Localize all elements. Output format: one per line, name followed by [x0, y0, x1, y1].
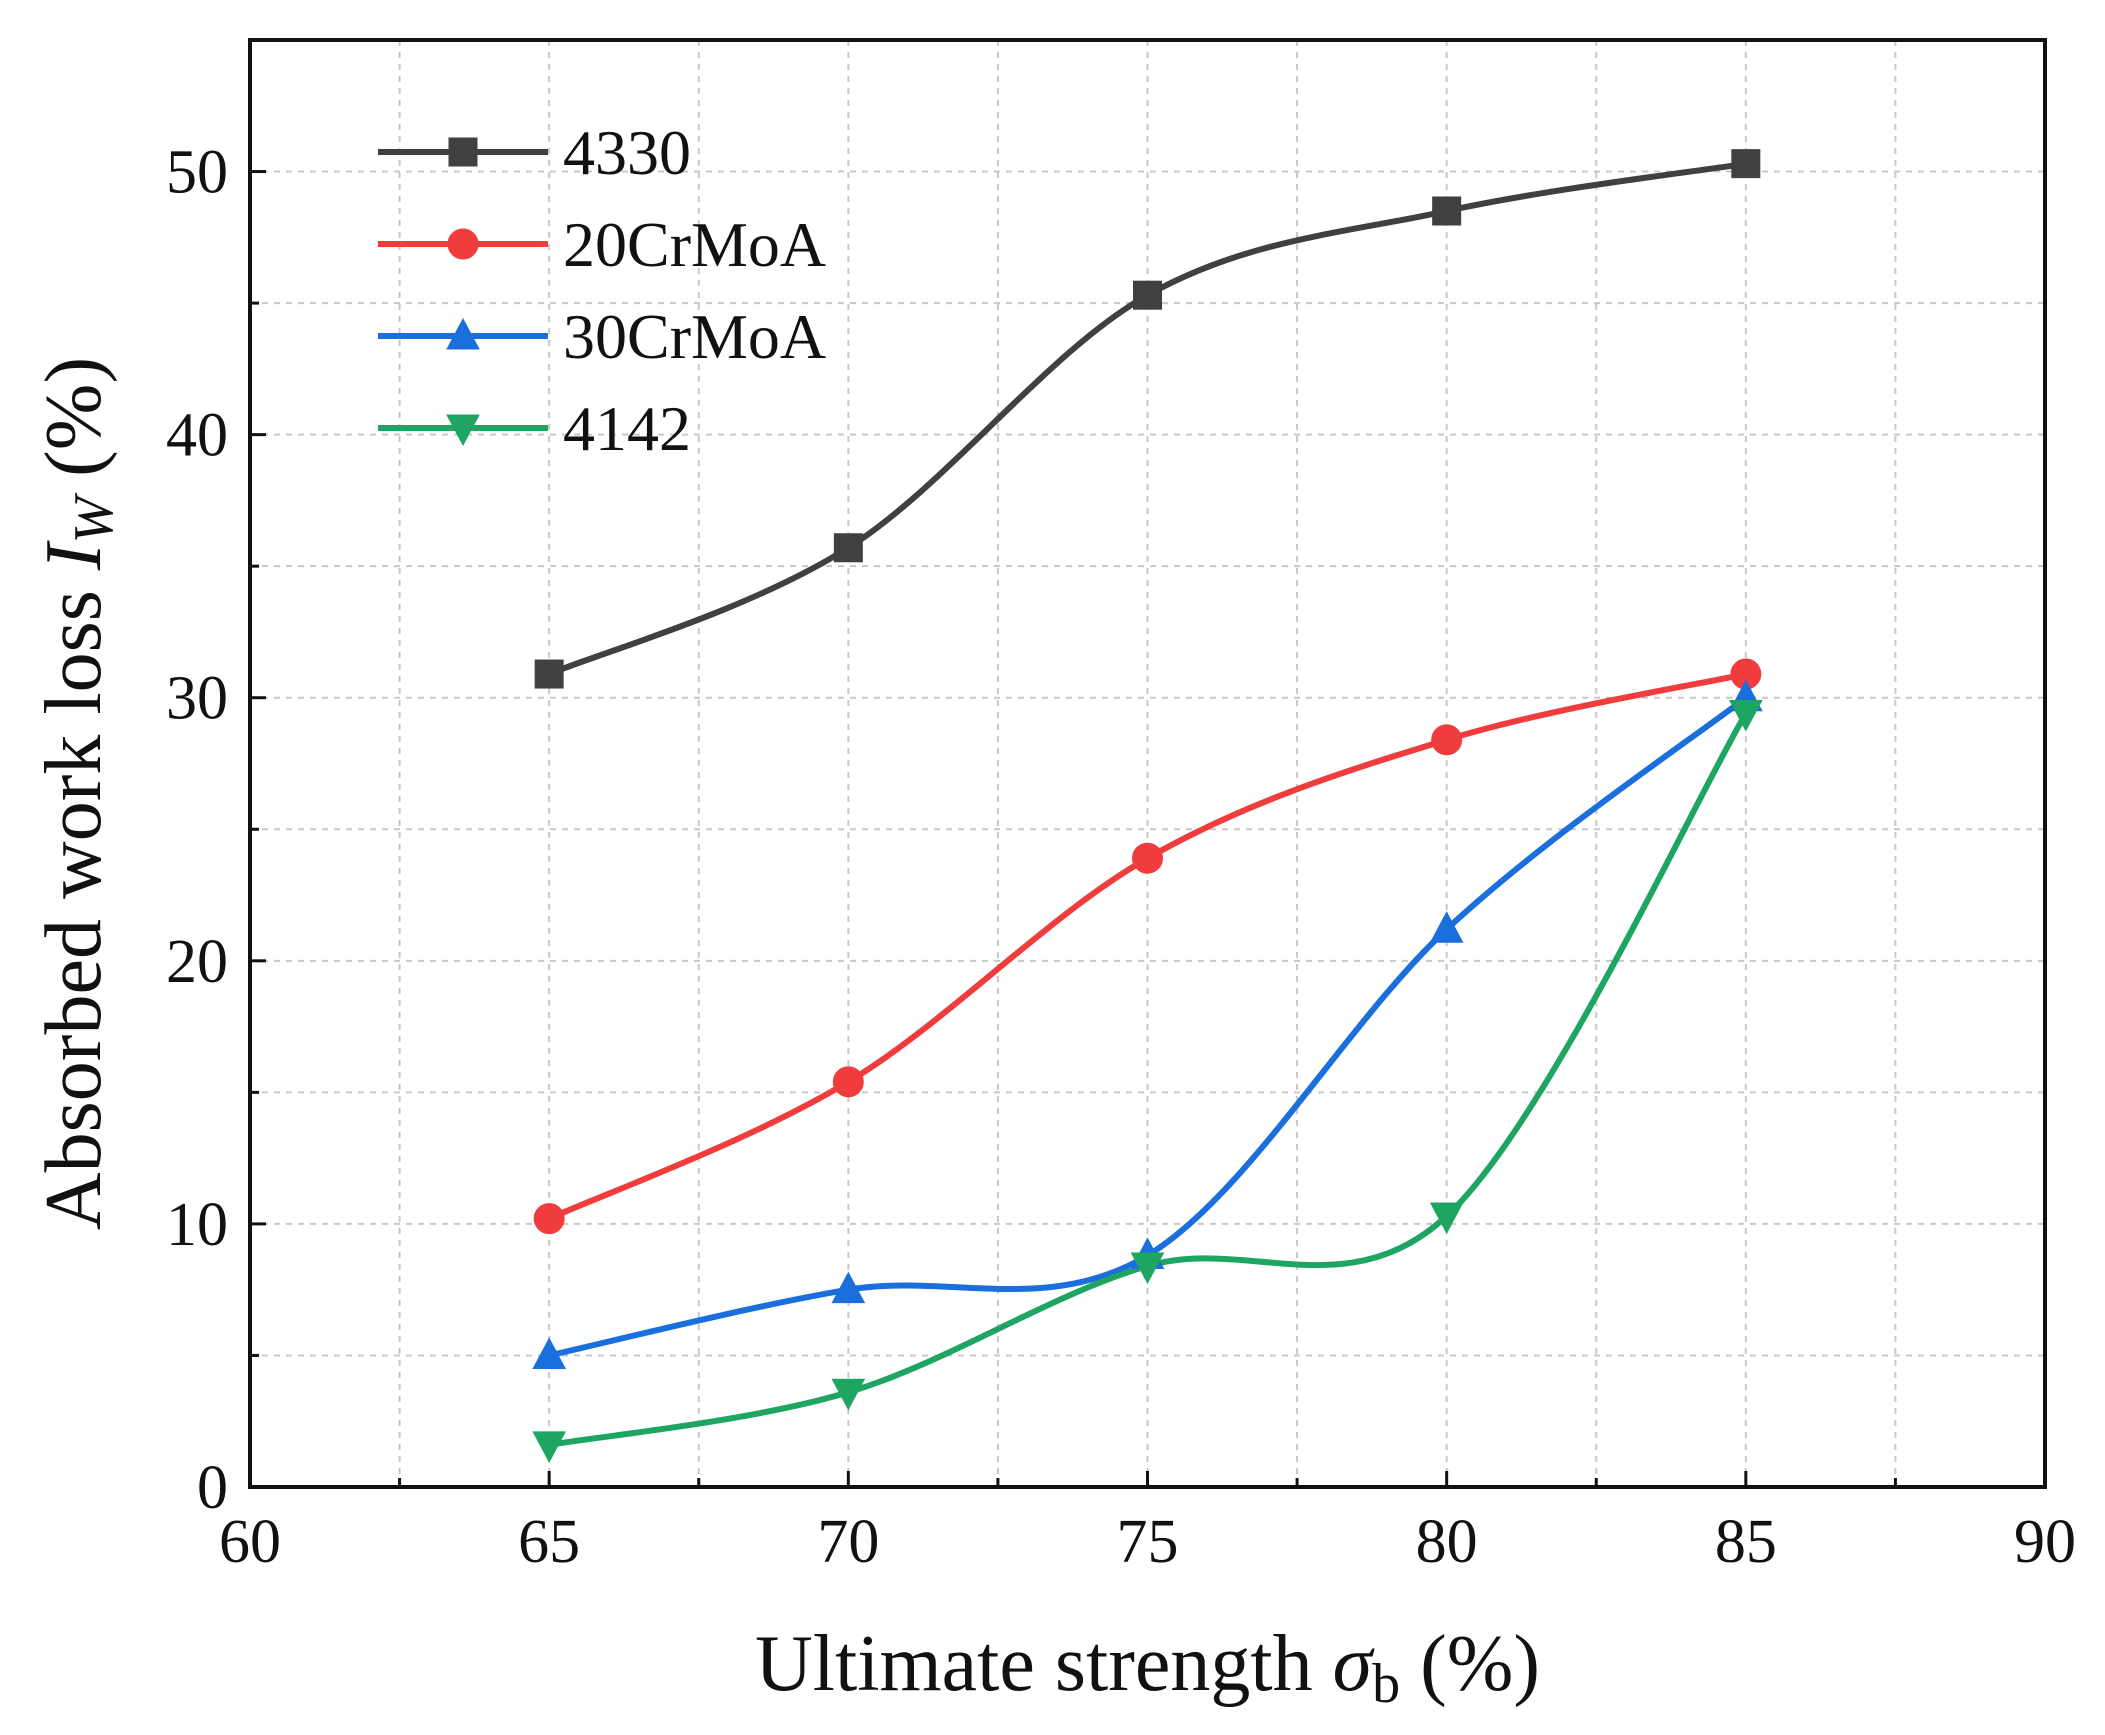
- data-point-4330: [534, 659, 564, 689]
- data-point-4142: [1429, 1202, 1464, 1235]
- y-tick-label: 20: [166, 928, 228, 996]
- data-point-4142: [532, 1431, 567, 1463]
- data-point-4330: [833, 533, 863, 563]
- data-point-20crmoa: [1132, 842, 1163, 874]
- y-axis-title-symbol: I: [30, 540, 118, 571]
- data-point-4330: [1432, 196, 1462, 226]
- data-point-20crmoa: [533, 1203, 565, 1235]
- x-axis-title: Ultimate strength σb (%): [755, 1620, 1540, 1715]
- data-point-4142: [1729, 700, 1763, 732]
- y-axis-title-main: Absorbed work loss: [30, 570, 118, 1230]
- data-point-20crmoa: [1431, 724, 1463, 756]
- data-point-4330: [1731, 149, 1761, 179]
- legend-marker-20crmoa: [447, 228, 479, 260]
- x-tick-label: 90: [2014, 1508, 2076, 1576]
- axis-ticks: 60 65 70 75 80 85 90 0 10 20 30 40 50: [166, 38, 2076, 1576]
- x-tick-label: 80: [1416, 1508, 1478, 1576]
- y-tick-label: 40: [166, 402, 228, 470]
- legend-label-20crmoa: 20CrMoA: [563, 209, 826, 280]
- x-tick-label: 75: [1117, 1508, 1179, 1576]
- series-markers: [532, 149, 1763, 1463]
- data-point-30crmoa: [1429, 911, 1464, 943]
- y-tick-label: 10: [166, 1191, 228, 1259]
- series-line-4142: [548, 711, 1749, 1448]
- legend-marker-30crmoa: [446, 317, 480, 350]
- data-point-4330: [1133, 280, 1162, 310]
- x-tick-label: 60: [219, 1508, 281, 1576]
- y-tick-label: 30: [166, 665, 228, 733]
- series-line-30crmoa: [548, 695, 1748, 1359]
- data-point-20crmoa: [832, 1066, 864, 1098]
- y-axis-title: Absorbed work loss IW (%): [30, 357, 125, 1230]
- y-tick-label: 50: [166, 139, 228, 207]
- x-tick-label: 65: [518, 1508, 580, 1576]
- y-axis-title-sub: W: [63, 492, 125, 543]
- x-axis-title-sub: b: [1372, 1653, 1400, 1715]
- data-point-4142: [831, 1378, 866, 1411]
- legend-label-30crmoa: 30CrMoA: [563, 301, 826, 372]
- x-tick-label: 85: [1715, 1508, 1777, 1576]
- x-axis-title-main: Ultimate strength: [755, 1620, 1333, 1708]
- x-axis-title-symbol: σ: [1333, 1620, 1375, 1708]
- legend-marker-4142: [446, 414, 480, 447]
- x-tick-label: 70: [817, 1508, 879, 1576]
- y-axis-title-unit: (%): [30, 357, 118, 497]
- x-axis-title-unit: (%): [1400, 1620, 1540, 1708]
- legend-label-4142: 4142: [563, 393, 691, 464]
- y-tick-label: 0: [197, 1454, 228, 1522]
- legend-marker-4330: [448, 137, 478, 167]
- legend-label-4330: 4330: [563, 117, 691, 188]
- data-point-30crmoa: [831, 1271, 866, 1304]
- data-point-30crmoa: [532, 1337, 567, 1369]
- data-point-4142: [1130, 1252, 1165, 1285]
- legend: 4330 20CrMoA 30CrMoA 4142: [378, 117, 826, 464]
